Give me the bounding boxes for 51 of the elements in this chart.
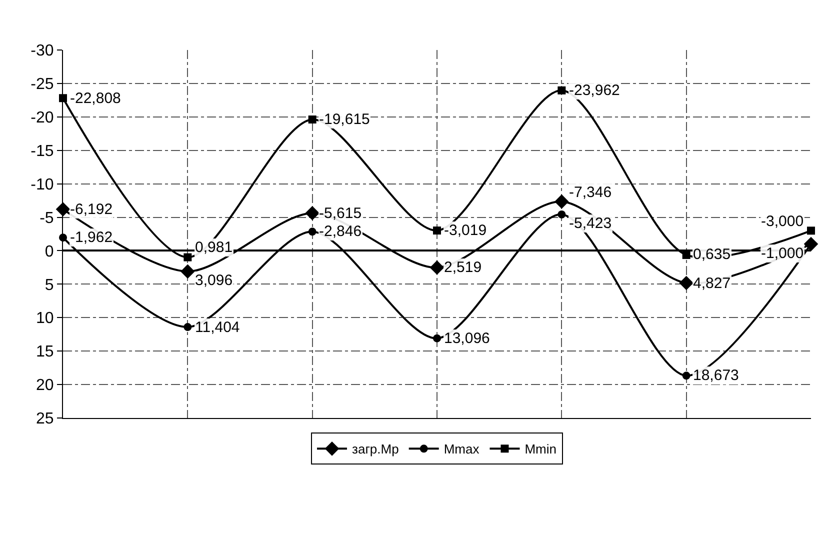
y-tick-label: -25: [30, 76, 54, 94]
point: [184, 253, 192, 262]
data-label: 4,827: [693, 275, 731, 292]
legend-label: Mmin: [524, 442, 557, 457]
point: [433, 226, 441, 235]
point: [430, 260, 444, 275]
data-label: 18,673: [693, 367, 739, 384]
y-tick-label: -10: [30, 176, 54, 194]
point: [807, 226, 815, 235]
point: [554, 194, 569, 209]
data-label: 2,519: [444, 259, 482, 276]
data-label: 11,404: [195, 319, 240, 336]
point: [682, 372, 690, 380]
legend-label: Mmax: [444, 442, 480, 457]
point: [305, 206, 320, 220]
data-label: -19,615: [319, 111, 370, 128]
point: [558, 86, 566, 94]
data-label: -1,000: [761, 245, 804, 262]
data-label: -1,962: [70, 229, 113, 246]
point: [308, 228, 316, 236]
data-label: -5,423: [569, 215, 612, 232]
y-tick-label: 20: [36, 377, 54, 394]
point: [433, 334, 441, 342]
data-label: 3,096: [195, 272, 233, 289]
point: [682, 250, 690, 259]
data-label: -5,615: [319, 205, 362, 222]
y-tick-label: -20: [30, 110, 54, 127]
data-label: -22,808: [70, 90, 121, 107]
data-label: -7,346: [569, 184, 612, 201]
data-label: 0,981: [195, 239, 233, 256]
y-tick-label: 15: [36, 344, 54, 361]
point: [679, 276, 694, 290]
point: [308, 115, 316, 124]
point: [558, 210, 566, 218]
data-label: 0,635: [693, 246, 731, 263]
data-label: -2,846: [319, 223, 362, 240]
data-label: -3,019: [444, 222, 487, 239]
y-tick-label: -5: [40, 210, 54, 227]
y-tick-label: 10: [36, 310, 54, 328]
legend-label: загр.Мр: [352, 442, 399, 457]
y-tick-label: -15: [30, 142, 54, 160]
y-tick-label: 25: [36, 410, 54, 428]
point: [184, 323, 192, 332]
point: [180, 264, 195, 279]
data-label: 13,096: [444, 330, 490, 347]
data-label: -3,000: [761, 213, 804, 230]
data-label: -6,192: [70, 201, 113, 218]
y-tick-label: 0: [44, 243, 54, 260]
y-tick-label: 5: [44, 276, 54, 294]
data-label: -23,962: [569, 82, 620, 99]
y-tick-label: -30: [30, 42, 54, 60]
